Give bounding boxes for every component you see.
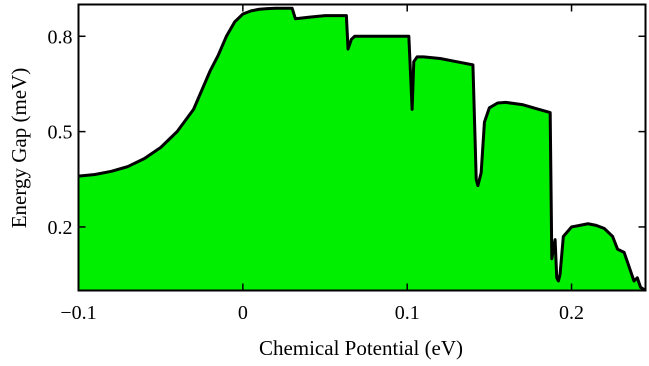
y-tick-label: 0.2 xyxy=(48,217,73,239)
x-tick-label: 0.1 xyxy=(395,302,420,324)
y-axis-label: Energy Gap (meV) xyxy=(7,68,31,229)
x-tick-label: −0.1 xyxy=(60,302,96,324)
y-tick-label: 0.8 xyxy=(48,26,73,48)
x-axis-label: Chemical Potential (eV) xyxy=(259,336,463,360)
series-line-0 xyxy=(78,6,647,292)
series-area-0 xyxy=(78,8,646,291)
plot-frame xyxy=(77,3,647,292)
x-tick-label: 0.2 xyxy=(559,302,584,324)
y-tick-label: 0.5 xyxy=(48,122,73,144)
x-tick-label: 0 xyxy=(238,302,248,324)
